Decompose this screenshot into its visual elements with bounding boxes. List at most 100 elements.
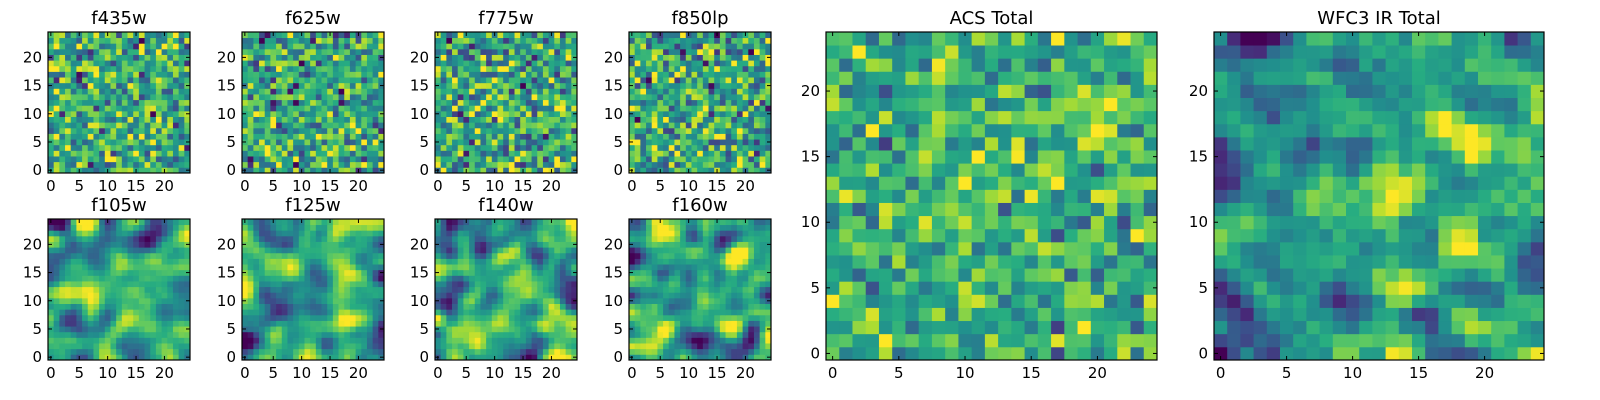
heatmap-cell (514, 247, 521, 254)
heatmap-cell (657, 314, 664, 321)
heatmap-cell (446, 156, 453, 163)
heatmap-cell (144, 275, 151, 282)
heatmap-cell (172, 133, 180, 140)
heatmap-cell (287, 354, 294, 361)
heatmap-cell (542, 144, 549, 151)
x-tick-label: 20 (542, 364, 561, 382)
heatmap-cell (508, 77, 515, 84)
heatmap-cell (178, 241, 185, 248)
heatmap-cell (378, 150, 385, 157)
heatmap-cell (247, 116, 254, 123)
heatmap-cell (355, 48, 362, 55)
heatmap-cell (674, 99, 681, 106)
heatmap-cell (321, 269, 328, 276)
heatmap-cell (469, 252, 476, 259)
heatmap-cell (247, 235, 254, 242)
heatmap-cell (497, 99, 504, 106)
heatmap-cell (310, 292, 317, 299)
heatmap-cell (486, 48, 493, 55)
heatmap-cell (116, 303, 123, 310)
heatmap-cell (366, 161, 374, 168)
heatmap-cell (338, 48, 345, 55)
heatmap-cell (525, 94, 532, 101)
heatmap-cell (349, 258, 356, 265)
heatmap-cell (321, 32, 328, 39)
heatmap-cell (542, 281, 549, 288)
heatmap-cell (542, 99, 549, 106)
heatmap-cell (155, 252, 162, 259)
heatmap-cell (736, 314, 743, 321)
heatmap-cell (651, 133, 658, 140)
heatmap-cell (525, 48, 532, 55)
heatmap-cell (514, 235, 521, 242)
heatmap-cell (281, 94, 288, 101)
heatmap-cell (685, 275, 692, 282)
y-tick-label: 10 (23, 105, 42, 123)
heatmap-cell (155, 314, 162, 321)
heatmap-cell (537, 309, 544, 316)
heatmap-cell (765, 292, 772, 299)
heatmap-cell (70, 88, 77, 95)
heatmap-cell (537, 297, 544, 304)
heatmap-cell (520, 54, 527, 61)
heatmap-cell (491, 60, 498, 67)
heatmap-cell (155, 156, 162, 163)
heatmap-cell (765, 303, 772, 310)
heatmap-cell (537, 71, 544, 78)
heatmap-cell (344, 337, 351, 344)
heatmap-cell (748, 161, 755, 168)
heatmap-cell (355, 110, 362, 117)
heatmap-cell (178, 320, 185, 327)
heatmap-cell (508, 269, 515, 276)
heatmap-cell (634, 60, 641, 67)
heatmap-cell (531, 161, 538, 168)
heatmap-cell (753, 337, 761, 344)
heatmap-cell (270, 65, 277, 72)
heatmap-cell (87, 320, 94, 327)
heatmap-cell (719, 326, 726, 333)
heatmap-cell (99, 343, 106, 350)
heatmap-cell (452, 309, 459, 316)
heatmap-cell (59, 37, 66, 44)
heatmap-cell (327, 281, 334, 288)
heatmap-cell (70, 258, 77, 265)
heatmap-cell (321, 286, 328, 293)
heatmap-cell (372, 167, 379, 174)
heatmap-cell (640, 343, 647, 350)
heatmap-cell (565, 297, 572, 304)
heatmap-cell (565, 110, 572, 117)
heatmap-cell (161, 122, 168, 129)
heatmap-cell (247, 60, 254, 67)
heatmap-cell (366, 281, 374, 288)
heatmap-cell (287, 156, 294, 163)
heatmap-cell (270, 150, 277, 157)
heatmap-cell (315, 60, 322, 67)
heatmap-cell (59, 219, 66, 226)
heatmap-cell (178, 82, 185, 89)
y-tick-label: 5 (226, 320, 236, 338)
heatmap-cell (634, 77, 641, 84)
heatmap-cell (508, 99, 515, 106)
heatmap-cell (110, 116, 117, 123)
heatmap-cell (548, 348, 555, 355)
heatmap-cell (514, 331, 521, 338)
heatmap-cell (657, 60, 664, 67)
heatmap-cell (298, 264, 305, 271)
heatmap-cell (765, 77, 772, 84)
heatmap-cell (474, 286, 481, 293)
heatmap-cell (748, 99, 755, 106)
heatmap-cell (646, 110, 653, 117)
heatmap-cell (332, 144, 339, 151)
heatmap-cell (167, 116, 174, 123)
heatmap-cell (702, 37, 709, 44)
heatmap-cell (110, 161, 117, 168)
heatmap-cell (457, 337, 464, 344)
heatmap-cell (138, 71, 145, 78)
heatmap-cell (116, 230, 123, 237)
heatmap-cell (315, 105, 322, 112)
heatmap-cell (361, 264, 368, 271)
heatmap-cell (697, 71, 704, 78)
heatmap-cell (469, 320, 476, 327)
heatmap-cell (310, 156, 317, 163)
heatmap-cell (571, 88, 578, 95)
